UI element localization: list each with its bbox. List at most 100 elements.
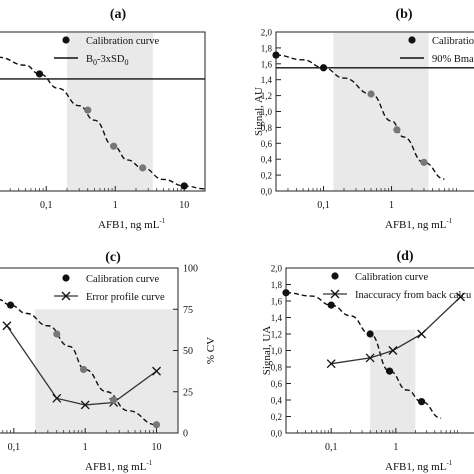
- shaded-region: [67, 33, 153, 191]
- x-tick-label: 0,1: [325, 442, 338, 453]
- y2-tick-label: 100: [183, 264, 198, 275]
- y-tick-label: 1,6: [271, 297, 283, 307]
- y-tick-label: 1,0: [271, 346, 283, 356]
- y-tick-label: 1,4: [261, 75, 273, 85]
- data-point: [366, 330, 374, 338]
- y-tick-label: 1,6: [261, 59, 273, 69]
- data-point: [152, 421, 161, 429]
- data-point: [79, 365, 88, 374]
- legend-label: B0-3xSD0: [86, 54, 128, 67]
- y-tick-label: 0,0: [271, 429, 283, 439]
- legend-dot: [62, 36, 70, 44]
- y-tick-label: 0,6: [271, 379, 283, 389]
- data-point: [84, 106, 92, 114]
- legend-label: Error profile curve: [86, 292, 165, 303]
- shaded-region: [333, 33, 429, 191]
- x-axis-label: AFB1, ng mL-1: [385, 459, 453, 473]
- y-tick-label: 1,2: [261, 91, 272, 101]
- legend-label: Calibration curve: [355, 272, 429, 283]
- cross-marker: [326, 359, 336, 369]
- data-point: [35, 70, 44, 78]
- cross-marker: [80, 400, 90, 410]
- panel-title: (a): [110, 7, 127, 22]
- cross-marker: [2, 321, 12, 331]
- legend-subscript: 0: [124, 58, 128, 67]
- x-tick-label: 10: [179, 200, 189, 211]
- legend-cross: [330, 289, 340, 299]
- y-tick-label: 2,0: [271, 264, 283, 274]
- panel-title: (c): [105, 250, 121, 265]
- y-tick-label: 1,4: [271, 313, 283, 323]
- x-axis-label-superscript: -1: [446, 217, 452, 225]
- panel-d: (d) 0,1 1 AFB1, ng mL-1 0,0 0,2 0,4 0,6 0,8 1,0 1,…: [261, 249, 474, 473]
- panel-c: (c) 0,1 1 10 AFB1, ng mL-1 0 25 50 75 100 % CV Cali…: [0, 250, 217, 473]
- x-axis-label-superscript: -1: [446, 459, 452, 467]
- y2-tick-label: 75: [183, 305, 193, 316]
- data-point: [393, 126, 401, 134]
- fit-curve: [285, 292, 442, 419]
- x-axis-label: AFB1, ng mL-1: [385, 217, 453, 231]
- panel-b: (b) 0,1 1 AFB1, ng mL-1 0,0 0,2 0,4 0,6 0,8 1,0 1,…: [253, 7, 474, 231]
- y-tick-label: 0,6: [261, 139, 273, 149]
- x-axis-label-superscript: -1: [159, 217, 165, 225]
- legend-label: Calibration: [432, 36, 474, 47]
- y-tick-label: 2,0: [261, 28, 273, 38]
- plot-frame: [0, 31, 206, 192]
- x-axis-label: AFB1, ng mL-1: [85, 459, 153, 473]
- y-axis-label: Signal, AU: [253, 87, 265, 136]
- data-point: [6, 301, 15, 309]
- x-tick-label: 0,1: [8, 442, 21, 453]
- x-tick-label: 1: [83, 442, 88, 453]
- x-tick-label: 0,1: [40, 200, 53, 211]
- x-tick-label: 1: [113, 200, 118, 211]
- data-point: [319, 64, 328, 72]
- legend-label: Calibration curve: [86, 274, 160, 285]
- shaded-region: [370, 329, 416, 433]
- legend-dot: [331, 272, 339, 280]
- legend-label: Calibration curve: [86, 36, 160, 47]
- data-point: [109, 396, 118, 404]
- cross-marker: [417, 329, 427, 339]
- cross-marker: [388, 346, 398, 355]
- legend-text: -3xSD: [97, 54, 125, 65]
- legend-text: B: [86, 54, 93, 65]
- panel-title: (d): [396, 249, 413, 264]
- cross-marker: [365, 353, 375, 363]
- panel-title: (b): [395, 7, 412, 22]
- data-point: [272, 51, 280, 59]
- x-tick-label: 0,1: [317, 200, 330, 211]
- x-tick-label: 1: [389, 200, 394, 211]
- x-axis-label: AFB1, ng mL-1: [98, 217, 166, 231]
- y-tick-label: 0,4: [261, 155, 273, 165]
- data-point: [139, 164, 147, 172]
- y2-tick-label: 25: [183, 387, 193, 398]
- y2-tick-label: 50: [183, 346, 193, 357]
- cross-marker: [456, 292, 465, 302]
- y-tick-label: 0,2: [261, 171, 272, 181]
- data-point: [418, 398, 426, 406]
- fit-curve: [0, 298, 157, 426]
- legend-subscript: 0: [93, 58, 97, 67]
- legend-label: Inaccuracy from back calcu: [355, 290, 472, 301]
- data-point: [110, 142, 118, 150]
- y-tick-label: 1,2: [271, 330, 282, 340]
- data-point: [327, 301, 335, 309]
- x-axis-label-superscript: -1: [146, 459, 152, 467]
- data-point: [367, 90, 375, 98]
- legend-label: 90% Bmax: [432, 54, 474, 65]
- shaded-region: [35, 309, 179, 433]
- y-axis-label: Signal, UA: [261, 326, 273, 376]
- x-tick-label: 1: [393, 442, 398, 453]
- y-tick-label: 0,0: [261, 187, 273, 197]
- y-tick-label: 0,4: [271, 396, 283, 406]
- legend-dot: [408, 36, 416, 44]
- data-point: [180, 182, 188, 190]
- y-tick-label: 0,2: [271, 412, 282, 422]
- x-tick-label: 10: [152, 442, 162, 453]
- cross-marker: [52, 393, 62, 403]
- panel-a: (a) 0,1 1 10 AFB1, ng mL-1 Calibration curve B…: [0, 7, 206, 231]
- y-tick-label: 1,0: [261, 107, 273, 117]
- data-point: [420, 158, 428, 166]
- y-tick-label: 1,8: [261, 43, 273, 53]
